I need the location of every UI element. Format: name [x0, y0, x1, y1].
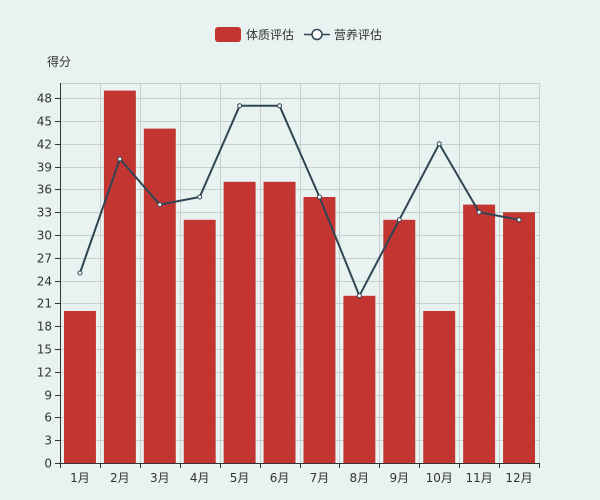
- x-tick-label: 6月: [270, 471, 290, 485]
- x-tick-label: 10月: [426, 471, 453, 485]
- bar[interactable]: [263, 181, 296, 464]
- y-tick-label: 36: [37, 183, 52, 197]
- x-tick-label: 9月: [389, 471, 409, 485]
- y-tick-label: 21: [37, 297, 52, 311]
- legend-item-line[interactable]: 营养评估: [304, 27, 382, 42]
- line-point[interactable]: [356, 293, 362, 299]
- y-tick-label: 0: [44, 457, 52, 471]
- x-tick-label: 1月: [70, 471, 90, 485]
- y-tick-label: 6: [44, 411, 52, 425]
- line-point[interactable]: [436, 141, 442, 147]
- bar[interactable]: [103, 90, 136, 463]
- x-tick-label: 11月: [465, 471, 492, 485]
- y-tick-label: 15: [37, 343, 52, 357]
- line-point[interactable]: [277, 103, 283, 109]
- y-tick-label: 48: [37, 92, 52, 106]
- bar[interactable]: [223, 181, 256, 464]
- x-tick-label: 3月: [150, 471, 170, 485]
- legend-bar-swatch: [215, 27, 241, 42]
- y-tick-label: 30: [37, 229, 52, 243]
- axes: [55, 83, 540, 468]
- line-point[interactable]: [237, 103, 243, 109]
- line-point[interactable]: [197, 194, 203, 200]
- line-series: [77, 103, 522, 299]
- y-axis-title: 得分: [47, 54, 71, 69]
- bar[interactable]: [183, 219, 216, 463]
- bar[interactable]: [63, 311, 96, 463]
- bar[interactable]: [343, 295, 376, 463]
- y-tick-label: 24: [37, 275, 52, 289]
- legend[interactable]: 体质评估 营养评估: [215, 27, 382, 42]
- legend-item-bar[interactable]: 体质评估: [215, 27, 294, 42]
- y-tick-label: 45: [37, 115, 52, 129]
- y-tick-label: 3: [44, 434, 52, 448]
- x-tick-label: 8月: [350, 471, 370, 485]
- x-tick-label: 2月: [110, 471, 130, 485]
- legend-label-line: 营养评估: [334, 27, 382, 42]
- y-tick-label: 42: [37, 138, 52, 152]
- x-tick-label: 12月: [505, 471, 532, 485]
- x-tick-label: 4月: [190, 471, 210, 485]
- line-point[interactable]: [316, 194, 322, 200]
- legend-line-marker: [311, 28, 323, 41]
- bar[interactable]: [503, 212, 536, 463]
- x-tick-labels: 1月 2月 3月 4月 5月 6月 7月 8月 9月 10月 11月 12月: [70, 471, 533, 485]
- x-tick-label: 7月: [310, 471, 330, 485]
- y-tick-label: 33: [37, 206, 52, 220]
- y-tick-label: 27: [37, 252, 52, 266]
- y-tick-label: 12: [37, 366, 52, 380]
- bar-series: [63, 90, 536, 464]
- y-tick-label: 39: [37, 161, 52, 175]
- line-point[interactable]: [77, 270, 83, 276]
- x-tick-label: 5月: [230, 471, 250, 485]
- line-point[interactable]: [157, 202, 163, 208]
- line-point[interactable]: [396, 217, 402, 223]
- bar[interactable]: [303, 197, 336, 463]
- line-point[interactable]: [117, 156, 123, 162]
- bar[interactable]: [463, 204, 496, 463]
- legend-label-bar: 体质评估: [246, 28, 294, 42]
- bar[interactable]: [143, 128, 176, 463]
- line-point[interactable]: [516, 217, 522, 223]
- bar[interactable]: [423, 311, 456, 463]
- y-tick-label: 18: [37, 320, 52, 334]
- bar[interactable]: [383, 219, 416, 463]
- line-path: [79, 104, 520, 299]
- y-tick-label: 9: [44, 389, 52, 403]
- line-point[interactable]: [476, 209, 482, 215]
- grid: [60, 83, 540, 463]
